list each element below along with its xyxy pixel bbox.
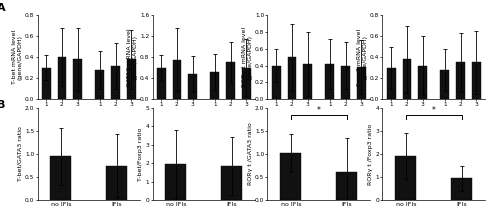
Y-axis label: T-bet/Foxp3 ratio: T-bet/Foxp3 ratio (138, 127, 143, 181)
Bar (111, 66, 120, 99)
Bar (210, 72, 219, 99)
Text: IFIs: IFIs (340, 124, 351, 129)
Y-axis label: GATA3 mRNA level
(gene/GAPDH): GATA3 mRNA level (gene/GAPDH) (127, 28, 138, 86)
Y-axis label: T-bet/GATA3 ratio: T-bet/GATA3 ratio (18, 126, 23, 182)
Bar (74, 59, 82, 99)
Bar (451, 178, 472, 200)
Bar (226, 62, 235, 99)
Y-axis label: T-bet mRNA level
(gene/GAPDH): T-bet mRNA level (gene/GAPDH) (12, 30, 23, 84)
Text: *: * (317, 106, 320, 115)
Bar (326, 64, 334, 99)
Y-axis label: RORγ t /Foxp3 ratio: RORγ t /Foxp3 ratio (368, 123, 374, 185)
Bar (157, 68, 166, 99)
Bar (242, 68, 250, 99)
Bar (50, 156, 71, 200)
Text: *: * (432, 106, 436, 115)
Bar (166, 164, 186, 200)
Bar (440, 70, 449, 99)
Bar (304, 64, 312, 99)
Y-axis label: Foxp3 mRNA level
(gene/GAPDH): Foxp3 mRNA level (gene/GAPDH) (357, 29, 368, 86)
Bar (221, 166, 242, 200)
Bar (387, 68, 396, 99)
Text: IFIs: IFIs (455, 124, 466, 129)
Text: no IFIs: no IFIs (52, 124, 72, 129)
Bar (357, 67, 366, 99)
Bar (172, 60, 182, 99)
Text: IFIs: IFIs (225, 124, 236, 129)
Bar (188, 74, 197, 99)
Text: no IFIs: no IFIs (166, 124, 187, 129)
Y-axis label: RORγ t mRNA level
(gene/GAPDH): RORγ t mRNA level (gene/GAPDH) (242, 27, 253, 87)
Bar (272, 66, 280, 99)
Bar (280, 153, 301, 200)
Bar (58, 57, 66, 99)
Bar (288, 57, 296, 99)
Bar (341, 66, 350, 99)
Bar (96, 70, 104, 99)
Text: IFIs: IFIs (110, 124, 121, 129)
Bar (127, 59, 136, 99)
Text: no IFIs: no IFIs (396, 124, 417, 129)
Text: B: B (0, 100, 5, 110)
Text: A: A (0, 3, 5, 13)
Y-axis label: RORγ t /GATA3 ratio: RORγ t /GATA3 ratio (248, 123, 253, 185)
Bar (396, 156, 416, 200)
Text: no IFIs: no IFIs (282, 124, 302, 129)
Bar (456, 62, 465, 99)
Bar (106, 165, 127, 200)
Bar (336, 172, 357, 200)
Bar (402, 59, 411, 99)
Bar (42, 68, 50, 99)
Bar (418, 66, 427, 99)
Bar (472, 62, 480, 99)
